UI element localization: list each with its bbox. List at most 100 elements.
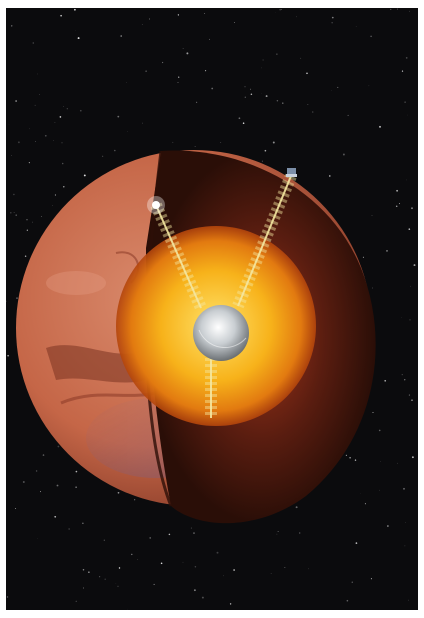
star [60, 14, 62, 17]
star [44, 134, 47, 137]
star [7, 354, 9, 357]
star [54, 194, 56, 196]
star [99, 576, 101, 578]
star [359, 493, 361, 494]
star [405, 57, 408, 59]
star [11, 25, 13, 27]
star [34, 141, 36, 142]
star [63, 106, 64, 107]
star [413, 264, 416, 267]
star [77, 37, 80, 40]
star [347, 114, 349, 116]
lander [152, 201, 160, 209]
star [368, 85, 370, 87]
star [40, 491, 41, 493]
star [117, 115, 120, 118]
star [354, 459, 357, 461]
star [411, 207, 413, 210]
star [242, 122, 245, 124]
star [75, 470, 78, 473]
star [408, 599, 410, 601]
star [83, 587, 84, 589]
star [52, 205, 53, 206]
star [409, 319, 411, 321]
star [205, 70, 207, 72]
star [148, 18, 150, 20]
star [16, 297, 18, 299]
star [270, 573, 272, 574]
star [29, 128, 30, 130]
star [262, 59, 264, 61]
star [82, 522, 84, 524]
star [104, 578, 106, 580]
star [40, 216, 42, 217]
star [238, 117, 241, 120]
star [28, 162, 30, 164]
star [53, 140, 54, 141]
star [396, 8, 398, 10]
star [39, 94, 41, 95]
star [244, 96, 246, 98]
star [182, 561, 184, 563]
star [408, 394, 410, 396]
star [233, 569, 235, 571]
star [83, 174, 86, 177]
star [61, 142, 63, 144]
star [355, 542, 358, 544]
star [409, 10, 410, 12]
star [295, 506, 298, 509]
seismometer-marker [286, 168, 297, 177]
star [331, 16, 334, 19]
star [281, 9, 283, 11]
star [13, 193, 15, 196]
star [24, 255, 27, 257]
star [372, 287, 373, 289]
star [145, 70, 147, 72]
star [346, 599, 349, 602]
star [306, 72, 308, 75]
seismic-ray-paths [150, 173, 297, 418]
star [371, 215, 373, 216]
star [220, 142, 222, 143]
star [194, 566, 197, 568]
star [397, 462, 398, 464]
star [68, 528, 70, 530]
star [364, 503, 366, 505]
star [79, 109, 82, 112]
star [15, 100, 17, 102]
star [277, 531, 279, 532]
star [10, 212, 12, 214]
star [26, 229, 28, 231]
star [299, 532, 301, 534]
star [372, 412, 374, 413]
star [34, 104, 36, 106]
star [131, 553, 133, 556]
star [351, 581, 353, 583]
star [22, 481, 25, 483]
star [380, 461, 381, 462]
star [201, 596, 204, 599]
mars-cutaway-illustration [6, 8, 418, 610]
star [102, 155, 104, 157]
star [234, 22, 235, 23]
star [6, 596, 9, 598]
star [249, 88, 251, 90]
star [216, 551, 219, 554]
star [282, 102, 284, 104]
star [211, 87, 214, 90]
star [177, 14, 180, 16]
star [37, 73, 38, 75]
star [186, 52, 189, 55]
star [6, 300, 7, 302]
star [75, 486, 77, 488]
star [362, 256, 364, 258]
star [307, 104, 309, 105]
star [75, 600, 77, 602]
star [17, 141, 20, 144]
star [120, 35, 123, 37]
star [88, 571, 90, 573]
star [57, 445, 60, 448]
star [398, 203, 401, 205]
star [276, 533, 278, 535]
